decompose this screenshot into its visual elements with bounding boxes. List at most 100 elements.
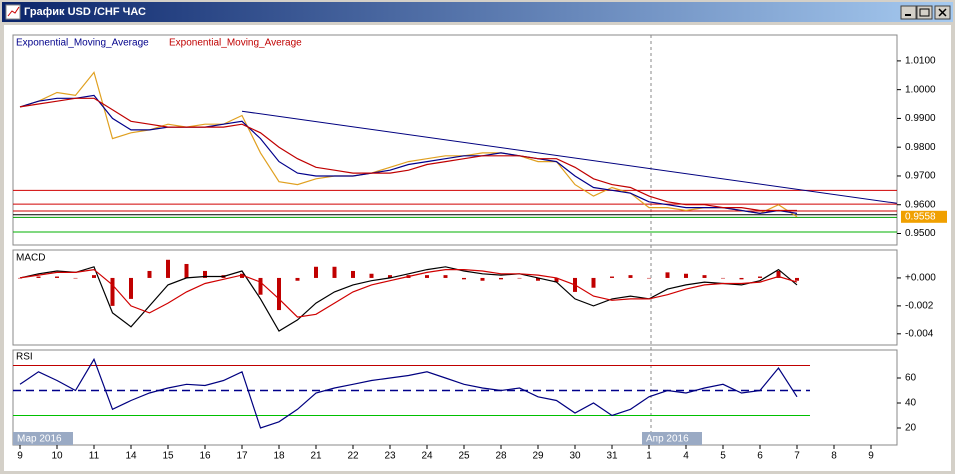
macd-histogram-bar — [776, 270, 781, 278]
month-badge — [642, 432, 702, 445]
macd-histogram-bar — [610, 276, 614, 278]
macd-histogram-bar — [277, 277, 281, 311]
x-tick-label: 8 — [831, 451, 837, 462]
month-label: Мар 2016 — [17, 434, 62, 445]
macd-histogram-bar — [203, 270, 207, 278]
macd-histogram-bar — [554, 277, 559, 283]
chart-area — [4, 25, 951, 471]
y-tick-label: -0.004 — [905, 328, 934, 339]
macd-histogram-bar — [184, 263, 189, 278]
close-glyph — [938, 8, 947, 17]
x-tick-label: 28 — [495, 451, 507, 462]
minimize-button[interactable] — [900, 5, 917, 20]
x-tick-label: 25 — [458, 451, 470, 462]
x-tick-label: 23 — [384, 451, 396, 462]
x-tick-label: 29 — [532, 451, 544, 462]
x-tick-label: 9 — [17, 451, 23, 462]
x-tick-label: 7 — [794, 451, 800, 462]
macd-histogram-bar — [480, 277, 485, 281]
macd-histogram-bar — [110, 277, 115, 306]
y-tick-label: 0.9900 — [905, 113, 936, 124]
series-line — [19, 266, 798, 332]
macd-histogram-bar — [147, 270, 152, 278]
x-tick-label: 5 — [720, 451, 726, 462]
series-line — [19, 97, 797, 212]
x-tick-label: 11 — [89, 451, 100, 462]
y-tick-label: 0.9700 — [905, 171, 936, 182]
macd-histogram-bar — [258, 277, 263, 295]
x-tick-label: 30 — [569, 451, 581, 462]
x-tick-label: 16 — [199, 451, 211, 462]
macd-histogram-bar — [443, 275, 448, 278]
macd-histogram-bar — [591, 277, 596, 288]
current-price-badge — [901, 210, 947, 223]
series-line — [19, 357, 798, 429]
x-tick-label: 22 — [347, 451, 359, 462]
macd-histogram-bar — [351, 270, 355, 278]
x-tick-label: 15 — [162, 451, 174, 462]
macd-histogram-bar — [388, 275, 392, 278]
macd-histogram-bar — [425, 275, 429, 278]
legend-entry: Exponential_Moving_Average — [169, 38, 302, 49]
y-tick-label: -0.002 — [905, 301, 934, 312]
macd-histogram-bar — [517, 277, 522, 279]
x-tick-label: 10 — [51, 451, 63, 462]
window-icon-glyph — [7, 6, 20, 17]
month-badge — [13, 432, 73, 445]
legend-entry: Exponential_Moving_Average — [16, 38, 149, 49]
x-tick-label: 17 — [236, 451, 248, 462]
macd-histogram-bar — [55, 276, 59, 278]
macd-histogram-bar — [240, 273, 244, 278]
macd-histogram-bar — [462, 277, 466, 280]
macd-histogram-bar — [332, 266, 337, 278]
title-bar — [2, 2, 953, 22]
macd-histogram-bar — [129, 277, 133, 299]
y-tick-label: 1.0000 — [905, 84, 936, 95]
macd-histogram-bar — [499, 277, 503, 280]
price-pane — [12, 34, 898, 246]
macd-histogram-bar — [795, 277, 799, 281]
macd-histogram-bar — [684, 273, 688, 278]
macd-histogram-bar — [758, 276, 762, 278]
y-tick-label: +0.000 — [905, 273, 936, 284]
macd-histogram-bar — [369, 273, 374, 278]
window-buttons[interactable] — [900, 5, 951, 20]
series-line — [19, 94, 798, 215]
x-tick-label: 24 — [421, 451, 433, 462]
macd-histogram-bar — [739, 277, 744, 280]
macd-histogram-bar — [314, 266, 318, 278]
y-tick-label: 1.0100 — [905, 56, 936, 67]
x-tick-label: 9 — [868, 451, 874, 462]
current-price-label: 0.9558 — [905, 211, 936, 222]
y-tick-label: 0.9800 — [905, 142, 936, 153]
pane-title: MACD — [16, 253, 45, 264]
macd-histogram-bar — [36, 276, 41, 278]
macd-histogram-bar — [702, 275, 707, 278]
macd-histogram-bar — [721, 277, 725, 279]
x-tick-label: 6 — [757, 451, 763, 462]
rsi-pane — [12, 349, 898, 446]
x-tick-label: 14 — [125, 451, 137, 462]
macd-histogram-bar — [92, 275, 96, 278]
macd-histogram-bar — [536, 277, 540, 281]
macd-histogram-bar — [647, 277, 651, 279]
macd-histogram-bar — [166, 259, 170, 278]
maximize-button[interactable] — [916, 5, 933, 20]
y-tick-label: 0.9500 — [905, 228, 936, 239]
y-tick-label: 0.9600 — [905, 199, 936, 210]
y-tick-label: 60 — [905, 373, 917, 384]
x-tick-label: 1 — [646, 451, 652, 462]
x-tick-label: 21 — [310, 451, 322, 462]
x-tick-label: 31 — [606, 451, 618, 462]
macd-histogram-bar — [73, 277, 78, 279]
macd-histogram-bar — [18, 277, 22, 279]
trend-line — [241, 110, 897, 204]
macd-histogram-bar — [628, 275, 633, 278]
maximize-glyph — [919, 8, 930, 17]
macd-histogram-bar — [295, 277, 300, 281]
month-label: Апр 2016 — [646, 434, 689, 445]
window-title: График USD /CHF ЧАС — [24, 6, 146, 18]
x-tick-label: 18 — [273, 451, 285, 462]
pane-title: RSI — [16, 352, 33, 363]
